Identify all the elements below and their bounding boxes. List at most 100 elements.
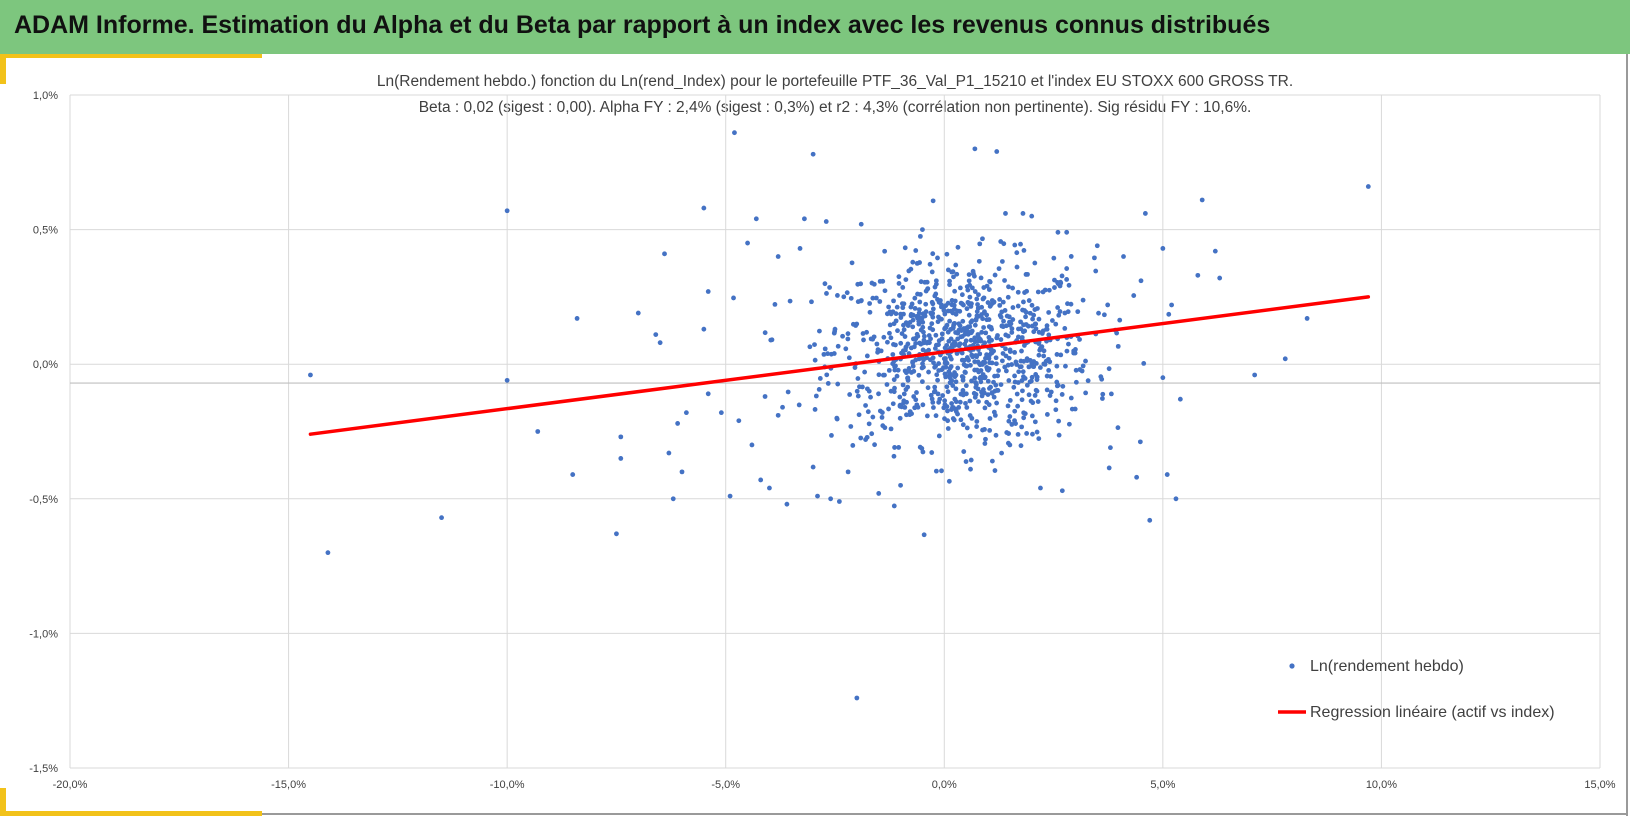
scatter-point bbox=[982, 340, 988, 346]
scatter-point bbox=[973, 384, 979, 390]
scatter-point bbox=[1365, 184, 1371, 189]
scatter-point bbox=[1085, 378, 1091, 384]
scatter-point bbox=[986, 287, 992, 292]
scatter-point bbox=[1007, 414, 1013, 419]
scatter-point bbox=[1177, 396, 1183, 402]
scatter-point bbox=[1037, 347, 1043, 353]
scatter-point bbox=[1034, 374, 1040, 380]
scatter-point bbox=[904, 412, 909, 418]
scatter-point bbox=[939, 468, 944, 474]
scatter-point bbox=[958, 391, 964, 397]
scatter-point bbox=[890, 309, 896, 315]
scatter-point bbox=[880, 423, 886, 429]
scatter-point bbox=[973, 380, 979, 385]
scatter-point bbox=[985, 392, 991, 397]
scatter-point bbox=[987, 279, 993, 285]
scatter-point bbox=[745, 240, 750, 246]
scatter-point bbox=[1057, 309, 1063, 314]
scatter-point bbox=[1035, 399, 1041, 404]
scatter-point bbox=[983, 355, 988, 361]
scatter-point bbox=[817, 376, 823, 381]
scatter-point bbox=[916, 356, 922, 362]
scatter-point bbox=[727, 493, 733, 499]
tick-layer: -20,0% -15,0% -10,0% -5,0% 0,0% 5,0% 10,0% 15,0… bbox=[29, 90, 1616, 791]
scatter-point bbox=[945, 426, 951, 431]
scatter-point bbox=[927, 261, 933, 267]
scatter-point bbox=[961, 449, 967, 454]
scatter-point bbox=[953, 262, 959, 268]
scatter-point bbox=[994, 400, 1000, 406]
scatter-point bbox=[975, 305, 981, 311]
scatter-point bbox=[828, 496, 834, 502]
scatter-point bbox=[958, 300, 964, 306]
scatter-point bbox=[1058, 352, 1064, 358]
scatter-point bbox=[987, 416, 993, 421]
scatter-point bbox=[1020, 307, 1025, 313]
scatter-point bbox=[825, 351, 831, 357]
scatter-point bbox=[822, 346, 828, 352]
scatter-point bbox=[933, 413, 939, 419]
scatter-point bbox=[1003, 211, 1008, 216]
scatter-point bbox=[983, 436, 988, 442]
scatter-point bbox=[1012, 373, 1017, 379]
scatter-point bbox=[1007, 347, 1013, 353]
scatter-point bbox=[929, 450, 935, 455]
scatter-point bbox=[899, 301, 905, 306]
scatter-point bbox=[933, 278, 939, 284]
scatter-point bbox=[1106, 366, 1112, 372]
scatter-point bbox=[1005, 440, 1011, 446]
scatter-point bbox=[916, 321, 922, 327]
scatter-point bbox=[855, 299, 861, 305]
scatter-point bbox=[930, 314, 936, 320]
scatter-point bbox=[924, 413, 930, 419]
scatter-point bbox=[1060, 383, 1066, 389]
scatter-point bbox=[1006, 418, 1012, 424]
scatter-point bbox=[866, 421, 872, 427]
scatter-point bbox=[951, 417, 957, 423]
frame-border-right bbox=[1626, 54, 1628, 816]
scatter-point bbox=[840, 333, 845, 339]
scatter-point bbox=[882, 372, 887, 378]
scatter-point bbox=[876, 491, 882, 496]
scatter-point bbox=[917, 233, 923, 239]
scatter-point bbox=[1015, 303, 1021, 309]
scatter-point bbox=[1021, 247, 1027, 253]
scatter-point bbox=[1138, 278, 1144, 284]
scatter-point bbox=[947, 282, 952, 288]
y-tick-label: -0,5% bbox=[29, 494, 58, 506]
scatter-point bbox=[926, 369, 931, 375]
scatter-point bbox=[1020, 369, 1026, 375]
scatter-point bbox=[1044, 373, 1050, 379]
scatter-point bbox=[845, 331, 851, 337]
scatter-point bbox=[981, 310, 987, 316]
x-tick-label: -20,0% bbox=[53, 779, 88, 791]
scatter-point bbox=[1009, 422, 1015, 427]
scatter-point bbox=[945, 418, 951, 424]
scatter-point bbox=[942, 360, 948, 366]
scatter-point bbox=[1038, 485, 1043, 491]
scatter-point bbox=[787, 298, 793, 304]
scatter-point bbox=[920, 449, 926, 455]
scatter-point bbox=[877, 278, 883, 284]
scatter-point bbox=[903, 345, 909, 350]
scatter-point bbox=[881, 334, 887, 340]
scatter-point bbox=[867, 301, 873, 306]
scatter-point bbox=[1142, 211, 1148, 216]
scatter-point bbox=[892, 385, 897, 391]
scatter-point bbox=[926, 347, 932, 353]
scatter-point bbox=[1092, 255, 1097, 261]
scatter-point bbox=[831, 351, 837, 356]
scatter-point bbox=[950, 325, 956, 331]
scatter-point bbox=[813, 393, 819, 399]
scatter-point bbox=[984, 399, 990, 405]
scatter-point bbox=[920, 227, 925, 233]
chart-title: Ln(Rendement hebdo.) fonction du Ln(rend… bbox=[376, 73, 1294, 90]
scatter-point bbox=[1022, 290, 1027, 295]
scatter-point bbox=[1022, 375, 1028, 381]
scatter-point bbox=[905, 323, 911, 328]
scatter-point bbox=[701, 326, 707, 332]
scatter-point bbox=[920, 319, 926, 325]
scatter-point bbox=[917, 299, 923, 305]
scatter-point bbox=[1001, 241, 1007, 247]
scatter-point bbox=[1035, 306, 1040, 311]
